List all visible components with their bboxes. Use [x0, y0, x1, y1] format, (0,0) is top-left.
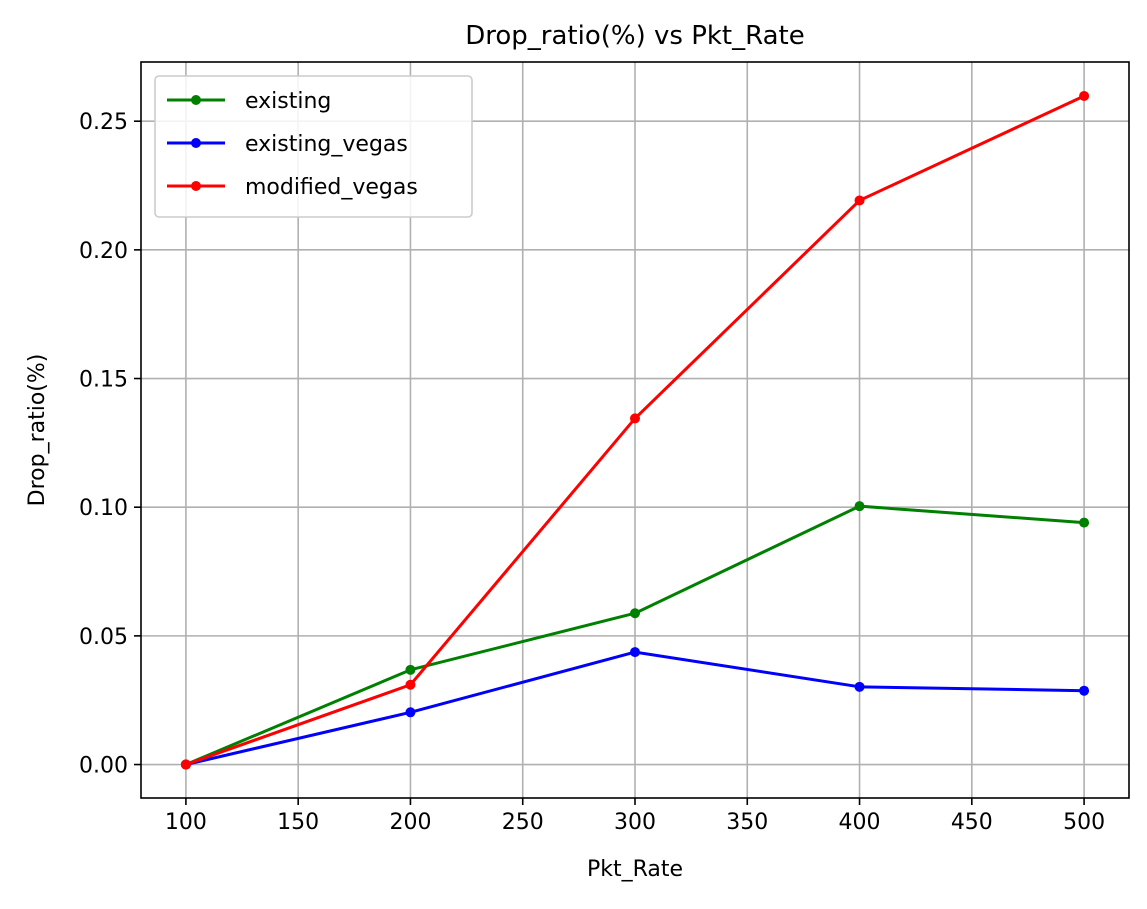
x-tick-label: 250	[502, 810, 544, 835]
data-point	[405, 707, 416, 718]
legend-label: existing_vegas	[245, 132, 408, 157]
data-point	[180, 759, 191, 770]
legend-swatch-marker	[191, 181, 201, 191]
y-tick-label: 0.15	[79, 368, 128, 393]
legend: existing existing_vegas modified_vegas	[154, 75, 473, 218]
data-point	[854, 501, 865, 512]
x-tick-label: 150	[277, 810, 319, 835]
legend-item: existing	[167, 89, 331, 114]
data-point	[630, 608, 640, 619]
data-point	[405, 679, 416, 690]
legend-label: existing	[245, 89, 331, 114]
x-axis-label: Pkt_Rate	[587, 857, 683, 882]
x-tick-label: 500	[1063, 810, 1105, 835]
x-tick-label: 450	[951, 810, 993, 835]
data-point	[630, 413, 640, 424]
y-tick-label: 0.20	[79, 239, 128, 264]
y-tick-label: 0.00	[79, 754, 128, 779]
series-lines	[180, 90, 1090, 770]
y-axis-label: Drop_ratio(%)	[25, 354, 50, 507]
data-point	[854, 195, 865, 206]
series-modified-vegas	[180, 90, 1090, 770]
legend-swatch-marker	[191, 138, 201, 148]
legend-swatch-marker	[191, 95, 201, 105]
y-tick-label: 0.05	[79, 625, 128, 650]
y-tick-label: 0.25	[79, 110, 128, 135]
data-point	[405, 664, 416, 675]
legend-item: existing_vegas	[167, 132, 408, 157]
data-point	[630, 647, 640, 658]
data-point	[854, 681, 865, 692]
data-point	[1079, 90, 1090, 101]
legend-box	[154, 75, 473, 218]
y-tick-label: 0.10	[79, 496, 128, 521]
x-tick-label: 200	[389, 810, 431, 835]
data-point	[1079, 517, 1090, 528]
x-tick-label: 400	[839, 810, 881, 835]
legend-item: modified_vegas	[167, 175, 418, 200]
x-tick-label: 100	[165, 810, 207, 835]
x-tick-label: 350	[726, 810, 768, 835]
data-point	[1079, 685, 1090, 696]
legend-label: modified_vegas	[245, 175, 418, 200]
plot-frame	[140, 61, 1130, 799]
x-tick-label: 300	[614, 810, 656, 835]
axis-ticks: 100 150 200 250 300 350 400 450 500 0.00 0.05 0.10 0…	[79, 110, 1105, 835]
chart-title: Drop_ratio(%) vs Pkt_Rate	[465, 21, 805, 51]
